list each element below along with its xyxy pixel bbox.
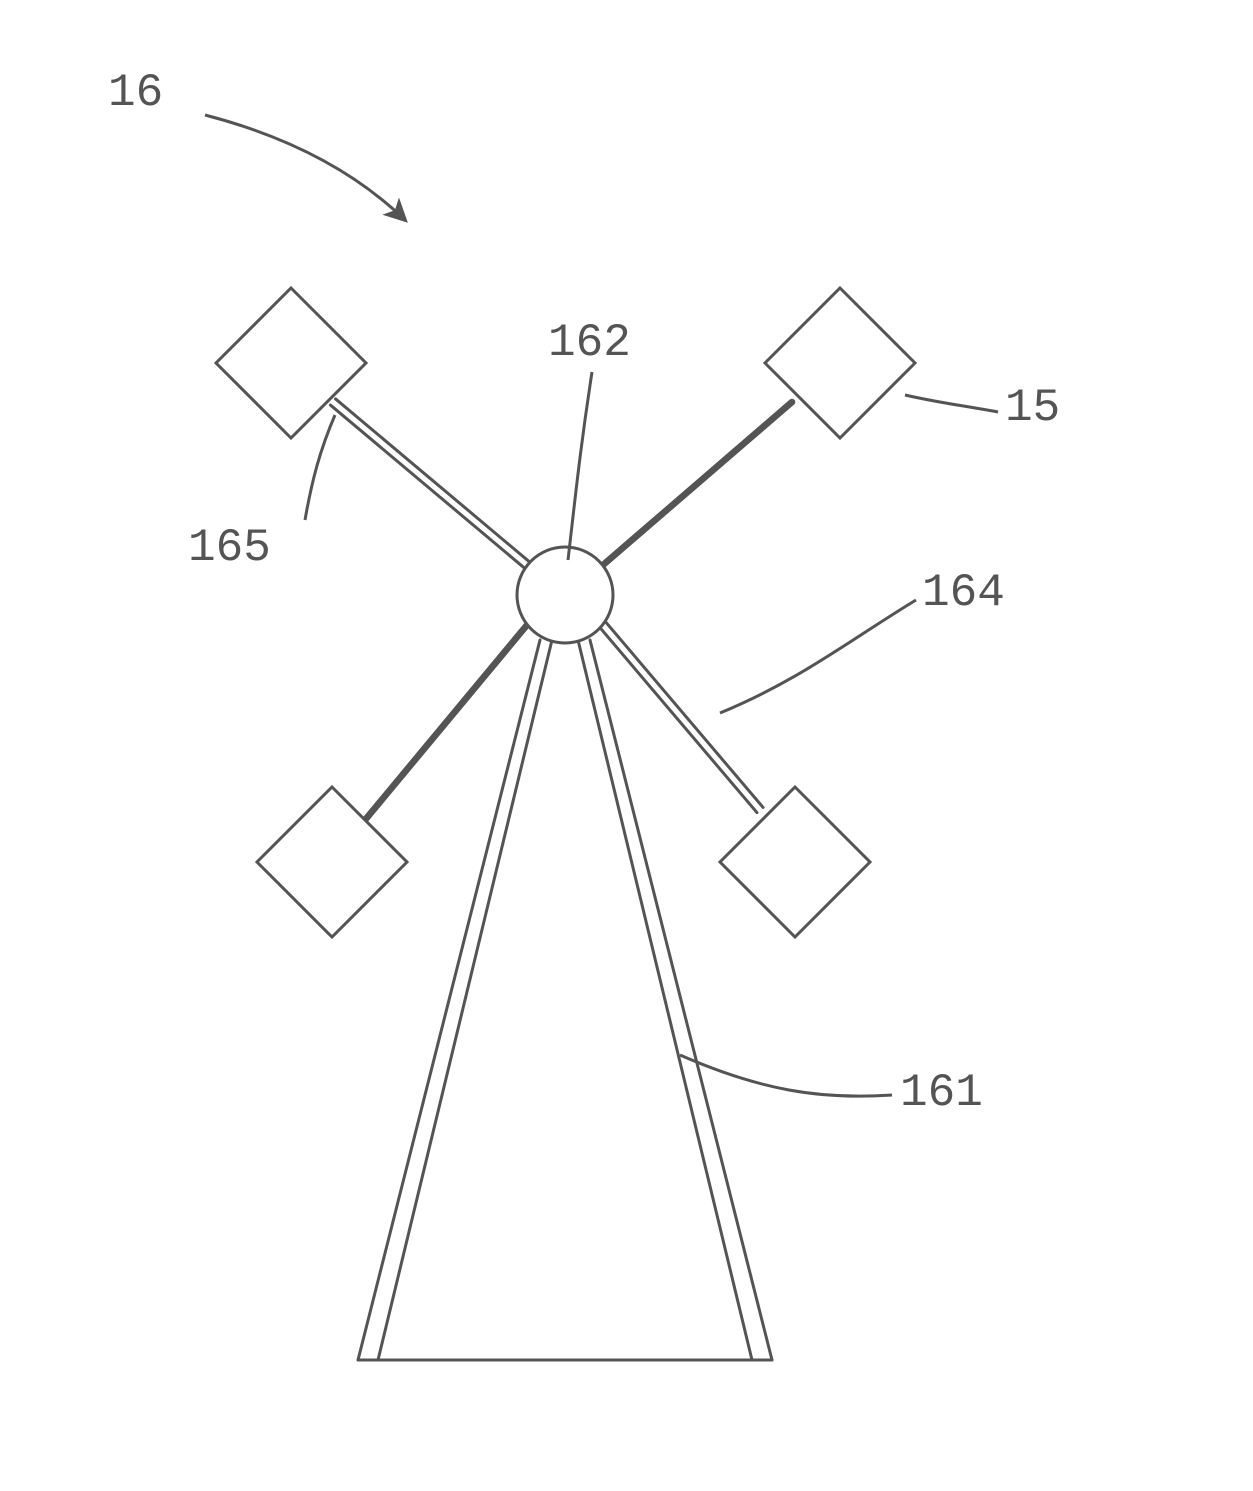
blade-bottom-left — [257, 787, 407, 937]
label-165-leader — [305, 415, 335, 520]
label-162-leader — [568, 372, 592, 560]
label-164: 164 — [922, 567, 1005, 619]
hub-circle — [517, 547, 613, 643]
label-15: 15 — [1005, 382, 1060, 434]
blade-bottom-right — [720, 787, 870, 937]
blade-top-right — [765, 288, 915, 438]
label-161: 161 — [900, 1067, 983, 1119]
label-16-arrow — [205, 115, 405, 220]
label-165: 165 — [188, 522, 271, 574]
diagram-canvas: 16 162 15 165 164 161 — [0, 0, 1253, 1491]
label-161-leader — [680, 1055, 892, 1096]
label-162: 162 — [548, 317, 631, 369]
label-164-leader — [720, 600, 916, 713]
label-16: 16 — [108, 67, 163, 119]
label-15-leader — [905, 395, 998, 412]
